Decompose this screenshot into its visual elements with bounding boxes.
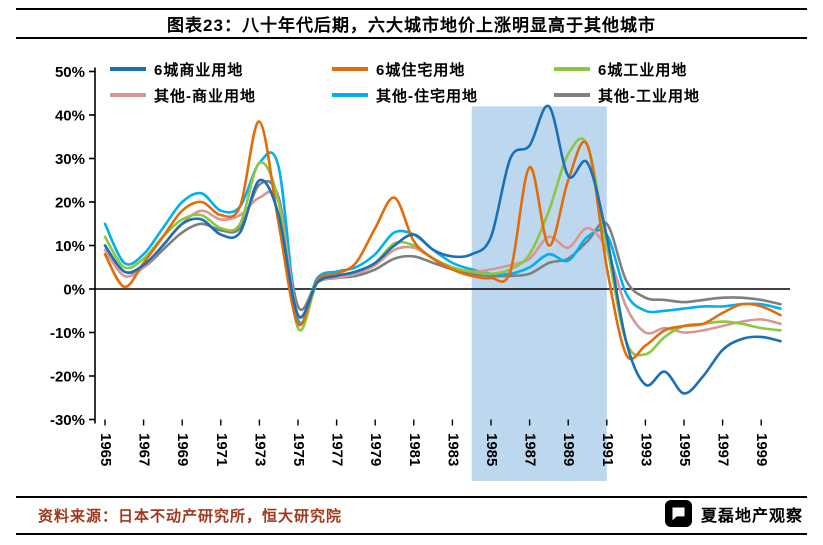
x-axis-label: 1979 — [367, 433, 384, 466]
footer-top-divider — [16, 496, 807, 498]
legend-swatch-other-residential — [332, 93, 368, 97]
legend-swatch-other-commercial — [110, 93, 146, 97]
x-axis-label: 1965 — [97, 433, 114, 466]
legend-label-six-city-residential: 6城住宅用地 — [376, 61, 466, 79]
y-axis-label: 40% — [55, 108, 85, 125]
series-line-other-residential — [103, 151, 782, 325]
legend-swatch-other-industrial — [554, 93, 590, 97]
legend-swatch-six-city-commercial — [110, 67, 146, 71]
footer-bottom-divider — [16, 533, 807, 535]
x-axis-label: 1989 — [560, 433, 577, 466]
series-line-six-city-industrial — [103, 137, 782, 357]
x-axis-label: 1975 — [290, 433, 307, 466]
legend-item-six-city-commercial: 6城商业用地 — [110, 60, 332, 79]
y-axis-label: -20% — [50, 369, 85, 386]
x-axis-label: 1999 — [753, 433, 770, 466]
x-axis-label: 1969 — [174, 433, 191, 466]
x-axis-label: 1971 — [213, 433, 230, 466]
chart-legend: 6城商业用地 6城住宅用地 6城工业用地其他-商业用地 其他-住宅用地 其他-工业用地 — [110, 60, 776, 105]
series-line-six-city-commercial — [103, 104, 782, 395]
x-axis-label: 1981 — [406, 433, 423, 466]
wechat-logo-icon — [664, 500, 692, 527]
watermark-text: 夏磊地产观察 — [700, 507, 803, 525]
x-axis-label: 1973 — [251, 433, 268, 466]
legend-swatch-six-city-residential — [332, 67, 368, 71]
series-line-other-industrial — [103, 179, 782, 311]
legend-item-other-residential: 其他-住宅用地 — [332, 86, 554, 105]
legend-swatch-six-city-industrial — [554, 67, 590, 71]
x-axis-label: 1977 — [329, 433, 346, 466]
x-axis-label: 1991 — [599, 433, 616, 466]
x-axis-label: 1987 — [522, 433, 539, 466]
legend-item-other-commercial: 其他-商业用地 — [110, 86, 332, 105]
legend-label-six-city-commercial: 6城商业用地 — [154, 61, 244, 79]
y-axis-label: 30% — [55, 151, 85, 168]
x-axis-label: 1993 — [637, 433, 654, 466]
legend-label-other-residential: 其他-住宅用地 — [376, 87, 478, 105]
chat-bubble-icon — [672, 507, 685, 521]
highlight-band — [471, 106, 607, 482]
y-axis-label: -30% — [50, 412, 85, 429]
x-axis-label: 1985 — [483, 433, 500, 466]
legend-label-other-commercial: 其他-商业用地 — [154, 87, 256, 105]
x-axis-label: 1997 — [715, 433, 732, 466]
watermark: 夏磊地产观察 — [664, 500, 803, 527]
legend-label-six-city-industrial: 6城工业用地 — [598, 61, 688, 79]
top-divider — [16, 8, 807, 10]
x-axis-label: 1995 — [676, 433, 693, 466]
legend-item-other-industrial: 其他-工业用地 — [554, 86, 776, 105]
series-line-six-city-residential — [103, 120, 782, 361]
y-axis-label: -10% — [50, 325, 85, 342]
legend-label-other-industrial: 其他-工业用地 — [598, 87, 700, 105]
y-axis-label: 20% — [55, 195, 85, 212]
x-axis-label: 1983 — [444, 433, 461, 466]
legend-item-six-city-residential: 6城住宅用地 — [332, 60, 554, 79]
y-axis-label: 10% — [55, 238, 85, 255]
legend-item-six-city-industrial: 6城工业用地 — [554, 60, 776, 79]
x-axis-label: 1967 — [136, 433, 153, 466]
chart-title: 图表23：八十年代后期，六大城市地价上涨明显高于其他城市 — [167, 16, 656, 35]
source-note: 资料来源：日本不动产研究所，恒大研究院 — [38, 508, 343, 525]
title-divider — [16, 37, 807, 39]
y-axis-label: 50% — [55, 64, 85, 81]
y-axis-label: 0% — [63, 282, 85, 299]
